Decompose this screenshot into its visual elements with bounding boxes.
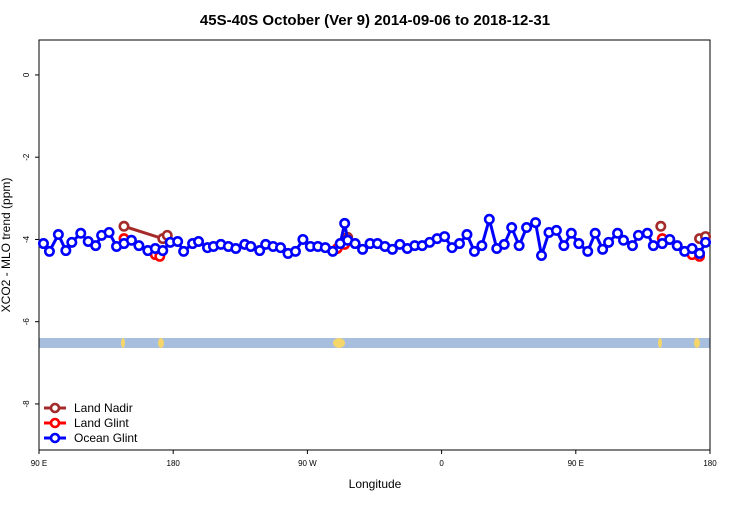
data-point [694,247,706,259]
data-point [52,229,64,241]
data-point [530,217,542,229]
data-point [565,227,577,239]
data-point [178,245,190,257]
data-point [641,227,653,239]
data-point [626,240,638,252]
data-point [573,238,585,250]
data-point [686,242,698,254]
data-point [327,245,339,257]
land-patch [158,338,164,348]
y-tick-label: -4 [22,235,31,243]
x-tick-label: 180 [703,459,717,468]
data-point [647,240,659,252]
data-point [618,234,630,246]
data-point [275,242,287,254]
ocean-strip [39,338,710,348]
x-tick-label: 0 [439,459,444,468]
land-patch [121,338,125,348]
data-point [66,236,78,248]
data-point [597,243,609,255]
data-point [297,233,309,245]
land-patch [333,338,345,348]
data-point [506,222,518,234]
data-point [558,240,570,252]
data-point [60,245,72,257]
y-tick-label: -6 [22,318,31,326]
data-point [461,229,473,241]
data-point [90,240,102,252]
data-point [664,233,676,245]
x-tick-label: 90 W [298,459,317,468]
y-tick-label: -2 [22,153,31,161]
x-tick-label: 180 [167,459,181,468]
data-point [521,222,533,234]
data-point [603,236,615,248]
data-point [172,236,184,248]
x-axis-label: Longitude [349,477,402,491]
y-tick-label: 0 [22,72,31,77]
data-point [103,226,115,238]
legend-label: Land Glint [74,416,129,430]
land-patch [694,338,700,348]
data-point [582,245,594,257]
data-point [589,227,601,239]
legend-label: Land Nadir [74,401,133,415]
data-point [700,236,712,248]
data-point [230,242,242,254]
data-point [655,220,667,232]
data-point [612,227,624,239]
data-point [254,245,266,257]
data-point [37,238,49,250]
data-point [118,220,130,232]
data-point [550,224,562,236]
data-point [193,236,205,248]
data-point [536,249,548,261]
data-point [671,240,683,252]
data-point [349,238,361,250]
legend-swatch-marker [49,402,61,414]
data-point [498,238,510,250]
data-point [357,243,369,255]
legend-label: Ocean Glint [74,431,138,445]
data-point [476,240,488,252]
data-point [289,245,301,257]
data-point [386,243,398,255]
data-point [157,245,169,257]
y-axis-label: XCO2 - MLO trend (ppm) [0,178,13,313]
y-tick-label: -8 [22,400,31,408]
chart-title: 45S-40S October (Ver 9) 2014-09-06 to 20… [200,12,550,29]
x-tick-label: 90 E [31,459,47,468]
data-point [245,240,257,252]
data-point [483,213,495,225]
data-point [439,231,451,243]
data-point [513,240,525,252]
legend-swatch-marker [49,417,61,429]
legend-swatch-marker [49,432,61,444]
data-point [468,245,480,257]
x-tick-label: 90 E [568,459,584,468]
data-point [133,240,145,252]
data-point [75,227,87,239]
data-point [339,217,351,229]
land-ocean-strip [39,338,710,348]
land-patch [658,338,662,348]
data-point [125,234,137,246]
data-point [43,245,55,257]
data-point [632,229,644,241]
data-point [453,238,465,250]
